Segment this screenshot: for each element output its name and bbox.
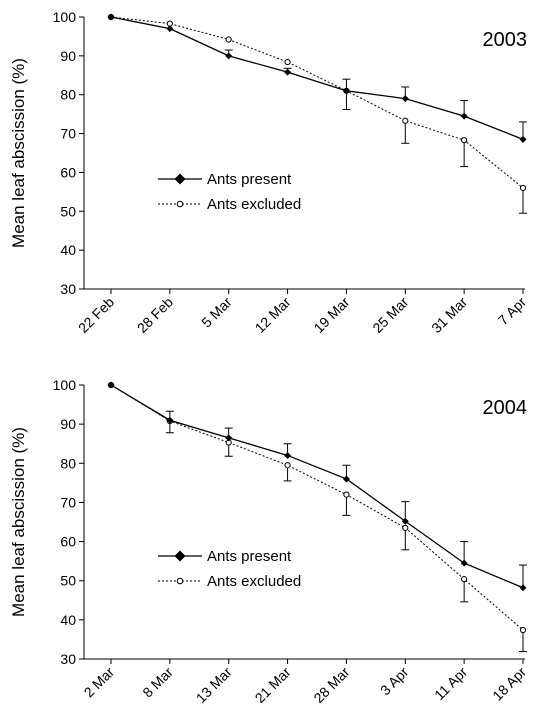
legend-label-excluded: Ants excluded xyxy=(207,196,301,213)
data-point-excluded xyxy=(284,462,291,469)
data-point-present xyxy=(284,68,292,76)
legend-marker-excluded xyxy=(176,200,184,208)
data-point-present xyxy=(107,381,115,389)
data-point-present xyxy=(284,451,292,459)
data-point-excluded xyxy=(284,58,291,66)
y-tick-label: 60 xyxy=(60,164,76,180)
legend: Ants present Ants excluded xyxy=(158,548,301,590)
x-tick-label: 8 Mar xyxy=(139,664,176,701)
legend-label-present: Ants present xyxy=(207,548,292,565)
y-tick-label: 100 xyxy=(53,377,77,393)
x-tick-label: 5 Mar xyxy=(198,294,235,331)
data-point-present xyxy=(166,25,174,33)
data-point-present xyxy=(342,87,350,95)
y-tick-label: 70 xyxy=(60,126,76,142)
chart-panel-2004: 30 40 50 60 70 80 90 100 2 Mar 8 Mar 13 Mar 21 Mar 2… xyxy=(9,377,529,706)
legend-marker-present xyxy=(174,550,186,562)
data-point-present xyxy=(225,434,233,442)
data-point-excluded xyxy=(402,117,409,124)
y-axis-label: Mean leaf abscission (%) xyxy=(9,58,28,248)
legend-label-present: Ants present xyxy=(207,171,292,188)
data-point-excluded xyxy=(519,184,527,192)
x-tick-label: 13 Mar xyxy=(193,664,235,706)
data-point-present xyxy=(401,95,409,103)
y-tick-label: 90 xyxy=(60,416,76,432)
legend-marker-present xyxy=(174,173,186,185)
panel-year-label: 2004 xyxy=(483,397,528,419)
y-tick-label: 80 xyxy=(60,87,76,103)
y-tick-label: 100 xyxy=(53,9,77,25)
legend-label-excluded: Ants excluded xyxy=(207,573,301,590)
data-point-present xyxy=(166,416,174,424)
data-point-present xyxy=(401,517,409,525)
y-axis-label: Mean leaf abscission (%) xyxy=(9,427,28,617)
chart-panel-2003: 30 40 50 60 70 80 90 100 22 Feb 28 Feb 5 Mar 12 Mar… xyxy=(9,9,529,336)
y-tick-label: 40 xyxy=(60,242,76,258)
y-tick-label: 30 xyxy=(60,651,76,667)
x-tick-label: 2 Mar xyxy=(80,664,117,701)
x-tick-label: 31 Mar xyxy=(428,294,470,336)
y-tick-label: 70 xyxy=(60,494,76,510)
x-tick-label: 25 Mar xyxy=(369,294,411,336)
y-tick-label: 80 xyxy=(60,455,76,471)
data-point-excluded xyxy=(519,626,527,634)
data-point-excluded xyxy=(402,524,409,531)
y-tick-label: 50 xyxy=(60,203,76,219)
legend: Ants present Ants excluded xyxy=(158,171,301,213)
data-point-present xyxy=(107,13,115,21)
data-point-present xyxy=(460,112,468,120)
y-tick-label: 90 xyxy=(60,48,76,64)
x-tick-label: 3 Apr xyxy=(377,664,412,699)
data-point-excluded xyxy=(461,137,468,144)
data-point-present xyxy=(225,52,233,60)
x-tick-label: 22 Feb xyxy=(75,294,117,336)
data-point-excluded xyxy=(225,36,232,43)
series-line xyxy=(110,384,524,631)
x-tick-label: 18 Apr xyxy=(489,664,529,704)
y-tick-label: 50 xyxy=(60,573,76,589)
data-point-present xyxy=(519,584,527,592)
data-point-excluded xyxy=(461,576,468,583)
y-tick-label: 40 xyxy=(60,612,76,628)
y-tick-label: 60 xyxy=(60,534,76,550)
x-tick-label: 7 Apr xyxy=(495,294,530,329)
series-line xyxy=(110,384,524,589)
x-tick-label: 21 Mar xyxy=(252,664,294,706)
series-line xyxy=(110,16,524,141)
data-point-excluded xyxy=(343,491,350,498)
data-point-present xyxy=(519,135,527,143)
x-tick-label: 28 Feb xyxy=(134,294,176,336)
x-tick-label: 11 Apr xyxy=(431,664,470,703)
series-line xyxy=(110,16,524,189)
x-tick-label: 28 Mar xyxy=(310,664,352,706)
legend-marker-excluded xyxy=(176,577,184,585)
data-point-present xyxy=(342,475,350,483)
panel-year-label: 2003 xyxy=(483,29,528,51)
x-tick-label: 19 Mar xyxy=(310,294,352,336)
y-tick-label: 30 xyxy=(60,281,76,297)
x-tick-label: 12 Mar xyxy=(252,294,294,336)
data-point-present xyxy=(460,559,468,567)
